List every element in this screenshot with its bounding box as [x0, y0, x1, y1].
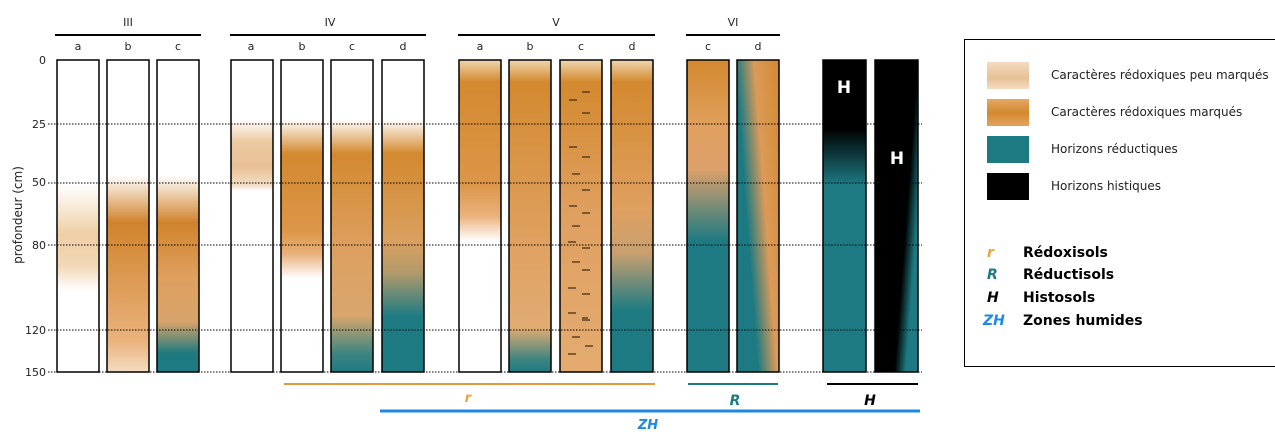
y-tick-label: 150 [25, 366, 46, 379]
legend-label: Horizons réductiques [1051, 142, 1178, 156]
profile-H-2 [874, 59, 919, 373]
column-label: a [248, 40, 255, 53]
legend-class-symbol: R [987, 267, 998, 283]
profile-III-b [106, 59, 150, 373]
y-tick-label: 80 [32, 239, 46, 252]
profile-III-c [156, 59, 200, 373]
legend-class-label: Réductisols [1023, 267, 1115, 283]
mottle-marks [568, 91, 593, 355]
column-label: a [75, 40, 82, 53]
legend-swatch-histic [987, 173, 1029, 200]
y-axis-label: profondeur (cm) [11, 166, 25, 264]
legend-swatch-reductic [987, 136, 1029, 163]
column-label: b [125, 40, 132, 53]
column-label: b [527, 40, 534, 53]
y-tick-label: 25 [32, 118, 46, 131]
column-label: d [400, 40, 407, 53]
legend-label: Caractères rédoxiques marqués [1051, 105, 1243, 119]
group-label: III [123, 16, 133, 29]
histic-mark: H [837, 78, 851, 98]
legend: Caractères rédoxiques peu marqués Caract… [964, 39, 1275, 367]
legend-class-symbol: ZH [983, 313, 1005, 329]
legend-label: Caractères rédoxiques peu marqués [1051, 68, 1269, 82]
class-label-r: r [465, 391, 473, 406]
group-label: IV [325, 16, 336, 29]
profile-V-a [458, 59, 502, 373]
legend-class-symbol: H [987, 290, 999, 306]
legend-class-label: Zones humides [1023, 313, 1143, 329]
legend-class-label: Histosols [1023, 290, 1096, 306]
profile-III-a [56, 59, 100, 373]
profile-H-1 [822, 59, 867, 373]
column-label: a [477, 40, 484, 53]
legend-label: Horizons histiques [1051, 179, 1162, 193]
column-label: c [175, 40, 181, 53]
legend-swatch-redox [987, 99, 1029, 126]
profile-IV-c [330, 59, 374, 373]
column-label: d [755, 40, 762, 53]
legend-swatch-weak-redox [987, 62, 1029, 89]
profile-IV-d [381, 59, 425, 373]
profile-V-c [559, 59, 603, 373]
column-label: c [705, 40, 711, 53]
group-label: VI [728, 16, 739, 29]
profile-VI-c [686, 59, 730, 373]
legend-class-label: Rédoxisols [1023, 245, 1108, 261]
y-tick-label: 0 [39, 54, 46, 67]
profile-IV-b [280, 59, 324, 373]
soil-profiles [56, 59, 919, 373]
profile-V-b [508, 59, 552, 373]
column-label: d [629, 40, 636, 53]
column-label: c [349, 40, 355, 53]
legend-class-symbol: r [987, 245, 994, 261]
class-label-H: H [864, 393, 876, 409]
y-tick-label: 50 [32, 176, 46, 189]
y-tick-label: 120 [25, 324, 46, 337]
profile-VI-d [736, 59, 780, 373]
group-label: V [552, 16, 560, 29]
group-headers: III IV V VI a b c a b c d a b c d c d [55, 16, 780, 53]
class-label-ZH: ZH [637, 418, 658, 432]
histic-mark: H [890, 149, 904, 169]
diagram-svg: profondeur (cm) 0 25 50 80 120 150 III I… [11, 16, 922, 433]
class-label-R: R [730, 393, 741, 409]
profile-IV-a [230, 59, 274, 373]
column-label: b [299, 40, 306, 53]
column-label: c [578, 40, 584, 53]
profile-V-d [610, 59, 654, 373]
